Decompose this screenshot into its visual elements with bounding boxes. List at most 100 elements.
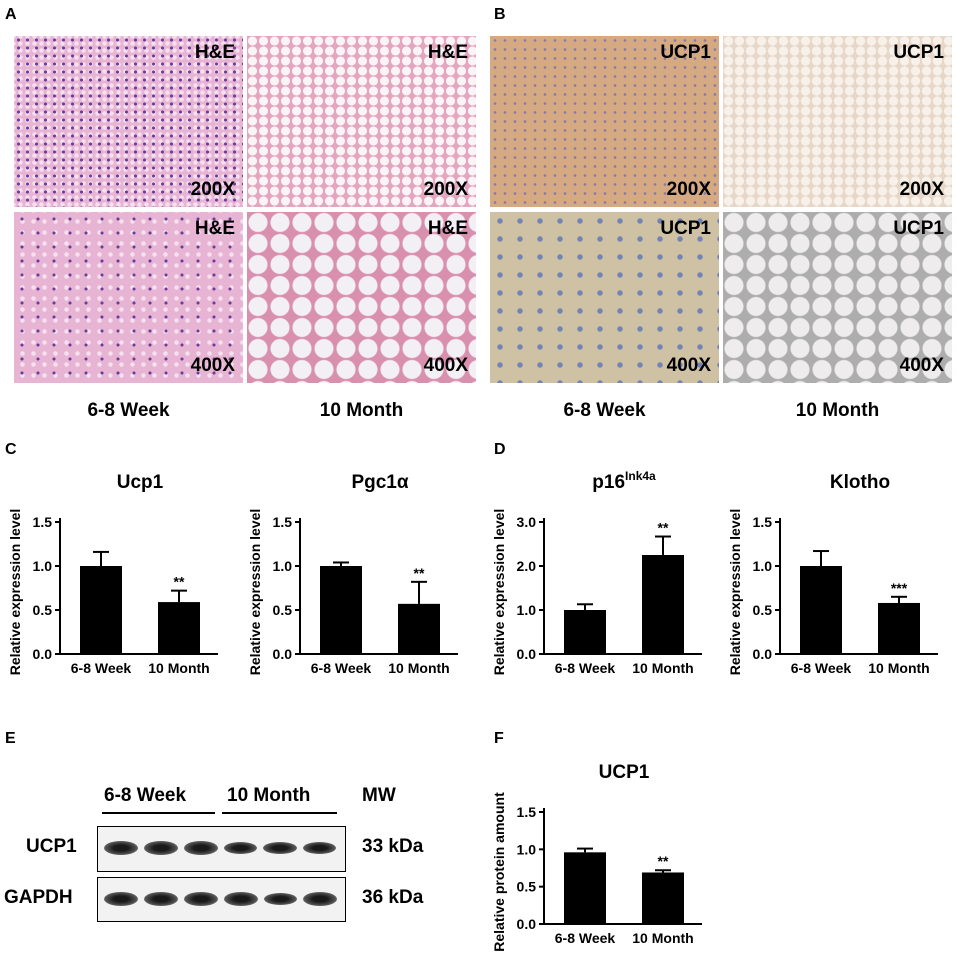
chart-pgc1a-mrna: Pgc1α Relative expression level 0.0 0.5 1.0 1… (247, 472, 458, 676)
y-tick-label: 0.0 (33, 646, 53, 662)
magnification-label: 400X (666, 355, 711, 376)
blot-band (184, 892, 218, 906)
y-axis-label: Relative expression level (247, 509, 263, 676)
blot-group-underline-old (222, 812, 337, 814)
y-tick-label: 0.5 (273, 602, 293, 618)
bar (564, 610, 606, 654)
y-tick-label: 1.0 (33, 558, 53, 574)
blot-band (144, 892, 178, 906)
blot-strip-ucp1 (97, 826, 346, 872)
stain-label: UCP1 (660, 218, 711, 239)
magnification-label: 200X (666, 179, 711, 200)
stain-label: UCP1 (893, 218, 944, 239)
bar (878, 602, 920, 654)
y-tick-label: 0.0 (753, 646, 773, 662)
y-axis-label: Relative expression level (7, 509, 23, 676)
group-caption-young: 6-8 Week (87, 400, 170, 421)
blot-mw-ucp1: 33 kDa (362, 836, 424, 857)
blot-band (104, 892, 138, 906)
x-tick-label: 10 Month (868, 660, 929, 676)
magnification-label: 400X (899, 355, 944, 376)
bar (80, 566, 122, 654)
stain-label: UCP1 (660, 42, 711, 63)
blot-band (224, 842, 257, 854)
y-tick-label: 2.0 (517, 558, 537, 574)
blot-band (224, 892, 258, 906)
panel-label-d: D (494, 441, 506, 458)
panel-label-c: C (5, 441, 17, 458)
blot-band (144, 841, 178, 855)
chart-ucp1-mrna: Ucp1 Relative expression level 0.0 0.5 1.0 1.… (7, 472, 218, 676)
significance-marker: *** (891, 580, 908, 596)
x-tick-label: 6-8 Week (555, 660, 616, 676)
stain-label: H&E (194, 218, 235, 239)
significance-marker: ** (658, 520, 669, 536)
micrograph-ucp1-old-200x: UCP1 200X (723, 36, 952, 207)
y-tick-label: 1.0 (517, 602, 537, 618)
panel-label-e: E (5, 730, 16, 747)
chart-ucp1-protein: UCP1 Relative protein amount 0.0 0.5 1.0 1.5 6… (491, 762, 702, 952)
y-axis-label: Relative expression level (727, 509, 743, 676)
magnification-label: 200X (190, 179, 235, 200)
blot-mw-header: MW (362, 785, 396, 806)
y-tick-label: 0.5 (33, 602, 53, 618)
blot-band (303, 892, 337, 906)
significance-marker: ** (658, 853, 669, 869)
chart-p16-mrna: p16Ink4a Relative expression level 0.0 1.0 2… (491, 469, 702, 676)
y-tick-label: 0.0 (517, 646, 537, 662)
micrograph-he-young-400x: H&E 400X (14, 212, 243, 383)
micrograph-he-old-400x: H&E 400X (247, 212, 476, 383)
chart-title: Ucp1 (117, 472, 164, 493)
significance-marker: ** (174, 574, 185, 590)
bar (642, 555, 684, 654)
x-tick-label: 6-8 Week (555, 930, 616, 946)
significance-marker: ** (414, 565, 425, 581)
blot-band (264, 893, 297, 905)
group-caption-young: 6-8 Week (563, 400, 646, 421)
y-tick-label: 1.5 (517, 804, 537, 820)
x-tick-label: 10 Month (632, 930, 693, 946)
y-tick-label: 1.5 (753, 514, 773, 530)
micrograph-he-old-200x: H&E 200X (247, 36, 476, 207)
bar (642, 872, 684, 924)
chart-title: Klotho (830, 472, 890, 493)
y-axis-label: Relative expression level (491, 509, 507, 676)
x-tick-label: 6-8 Week (311, 660, 372, 676)
chart-title: p16Ink4a (592, 469, 656, 493)
micrograph-he-young-200x: H&E 200X (14, 36, 243, 207)
chart-title: UCP1 (599, 762, 650, 783)
chart-title-superscript: Ink4a (625, 469, 656, 483)
bar (320, 566, 362, 654)
bar (398, 603, 440, 654)
blot-strip-gapdh (97, 877, 346, 922)
stain-label: H&E (427, 42, 468, 63)
micrograph-ucp1-young-200x: UCP1 200X (490, 36, 719, 207)
stain-label: H&E (194, 42, 235, 63)
chart-title: Pgc1α (351, 472, 408, 493)
bar (158, 602, 200, 654)
magnification-label: 200X (423, 179, 468, 200)
blot-group-young: 6-8 Week (104, 785, 187, 806)
y-tick-label: 1.5 (33, 514, 53, 530)
blot-group-underline-young (102, 812, 215, 814)
group-caption-old: 10 Month (319, 400, 404, 421)
x-tick-label: 10 Month (388, 660, 449, 676)
micrograph-ucp1-old-400x: UCP1 400X (723, 212, 952, 383)
stain-label: H&E (427, 218, 468, 239)
y-tick-label: 0.5 (517, 879, 537, 895)
x-tick-label: 10 Month (632, 660, 693, 676)
panel-label-a: A (5, 6, 17, 23)
blot-mw-gapdh: 36 kDa (362, 887, 424, 908)
panel-label-f: F (494, 730, 504, 747)
blot-band (263, 842, 297, 854)
y-tick-label: 1.0 (517, 841, 537, 857)
magnification-label: 400X (423, 355, 468, 376)
y-tick-label: 1.0 (753, 558, 773, 574)
y-tick-label: 0.5 (753, 602, 773, 618)
blot-band (104, 841, 138, 855)
x-tick-label: 6-8 Week (71, 660, 132, 676)
y-tick-label: 3.0 (517, 514, 537, 530)
magnification-label: 400X (190, 355, 235, 376)
group-caption-old: 10 Month (795, 400, 880, 421)
y-tick-label: 1.0 (273, 558, 293, 574)
